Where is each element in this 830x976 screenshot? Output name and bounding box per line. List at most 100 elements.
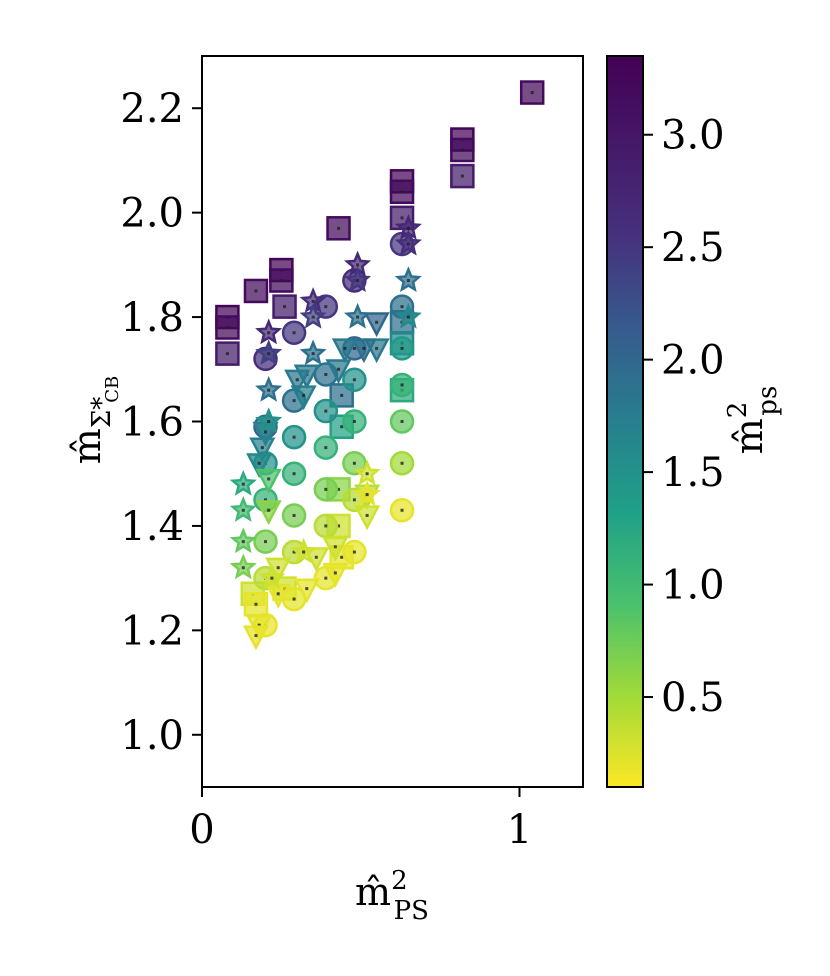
point-center-dot <box>264 498 267 502</box>
triangle-point <box>322 536 349 562</box>
y-tick-label: 1.2 <box>120 608 184 654</box>
point-center-dot <box>267 352 271 356</box>
point-center-dot <box>260 446 264 450</box>
point-center-dot <box>365 493 369 497</box>
point-center-dot <box>400 508 404 512</box>
point-center-dot <box>305 587 309 591</box>
colorbar-tick-label: 0.5 <box>661 675 725 721</box>
y-axis-label: m̂Σ*CB <box>65 376 123 464</box>
point-center-dot <box>257 461 261 465</box>
plot-marks <box>215 80 545 651</box>
point-center-dot <box>225 326 229 330</box>
point-center-dot <box>460 174 464 178</box>
triangle-point <box>293 578 320 604</box>
point-center-dot <box>324 305 328 309</box>
point-center-dot <box>352 346 356 350</box>
point-center-dot <box>254 634 258 638</box>
point-center-dot <box>276 592 280 596</box>
point-center-dot <box>292 472 296 476</box>
point-center-dot <box>343 346 347 350</box>
point-center-dot <box>400 383 404 387</box>
point-center-dot <box>324 446 328 450</box>
point-center-dot <box>241 482 245 486</box>
y-axis-label-sub: Σ* <box>87 397 117 428</box>
point-center-dot <box>292 597 296 601</box>
point-center-dot <box>241 540 245 544</box>
point-center-dot <box>267 508 271 512</box>
colorbar-label: m̂2ps <box>723 386 783 455</box>
point-center-dot <box>311 352 315 356</box>
point-center-dot <box>400 216 404 220</box>
x-tick-label: 0 <box>189 807 214 853</box>
point-center-dot <box>283 305 287 309</box>
colorbar-tick-label: 2.0 <box>661 338 725 384</box>
colorbar-tick-label: 2.5 <box>661 225 725 271</box>
point-center-dot <box>264 540 267 544</box>
point-center-dot <box>295 378 299 382</box>
point-center-dot <box>530 91 534 95</box>
point-center-dot <box>460 148 464 152</box>
triangle-point <box>350 338 377 364</box>
point-center-dot <box>324 487 328 491</box>
point-center-dot <box>314 555 318 559</box>
point-center-dot <box>356 315 360 319</box>
point-center-dot <box>362 346 366 350</box>
point-center-dot <box>264 430 267 434</box>
point-center-dot <box>356 279 360 283</box>
y-axis-label-base: m̂ <box>65 428 109 464</box>
point-center-dot <box>267 477 271 481</box>
triangle-point <box>331 338 358 364</box>
colorbar-label-sub: ps <box>753 386 783 416</box>
point-center-dot <box>340 555 344 559</box>
colorbar-label-base: m̂ <box>727 418 771 454</box>
point-center-dot <box>311 315 315 319</box>
point-center-dot <box>337 226 341 230</box>
point-center-dot <box>352 378 356 382</box>
triangle-point <box>363 312 390 338</box>
triangle-point <box>249 437 276 463</box>
point-center-dot <box>340 393 344 397</box>
x-tick-label: 1 <box>507 807 532 853</box>
point-center-dot <box>365 472 369 476</box>
point-center-dot <box>400 346 404 350</box>
point-center-dot <box>406 242 410 246</box>
triangle-point <box>284 369 311 395</box>
point-center-dot <box>400 190 404 194</box>
point-center-dot <box>406 279 410 283</box>
point-center-dot <box>400 420 404 423</box>
point-center-dot <box>400 461 404 465</box>
point-center-dot <box>257 623 261 627</box>
y-tick-label: 2.0 <box>120 191 184 237</box>
point-center-dot <box>267 388 271 392</box>
point-center-dot <box>337 524 341 528</box>
triangle-point <box>354 505 381 531</box>
point-center-dot <box>337 367 341 371</box>
triangle-point <box>246 453 273 479</box>
point-center-dot <box>292 513 296 517</box>
point-center-dot <box>337 487 341 491</box>
y-tick-label: 1.0 <box>120 713 184 759</box>
y-tick-label: 1.4 <box>120 504 184 550</box>
point-center-dot <box>333 571 337 575</box>
point-center-dot <box>324 409 328 413</box>
point-center-dot <box>279 279 283 283</box>
triangle-point <box>322 562 349 588</box>
triangle-point <box>255 468 282 494</box>
x-axis-label: m̂2 PS <box>355 866 429 926</box>
x-axis-label-sup: 2 <box>391 866 408 896</box>
colorbar-tick-label: 1.5 <box>661 450 725 496</box>
point-center-dot <box>267 420 271 423</box>
triangle-point <box>255 500 282 526</box>
point-center-dot <box>356 263 360 267</box>
point-center-dot <box>254 602 258 606</box>
triangle-point <box>325 359 352 385</box>
point-center-dot <box>340 425 344 429</box>
y-tick-label: 1.6 <box>120 400 184 446</box>
point-center-dot <box>276 566 280 570</box>
colorbar-axis: 0.5 1.0 1.5 2.0 2.5 3.0 <box>643 113 725 721</box>
point-center-dot <box>241 566 245 570</box>
point-center-dot <box>267 331 271 335</box>
point-center-dot <box>375 346 379 350</box>
point-center-dot <box>324 373 328 377</box>
y-axis: 1.0 1.2 1.4 1.6 1.8 2.0 2.2 <box>120 86 202 759</box>
